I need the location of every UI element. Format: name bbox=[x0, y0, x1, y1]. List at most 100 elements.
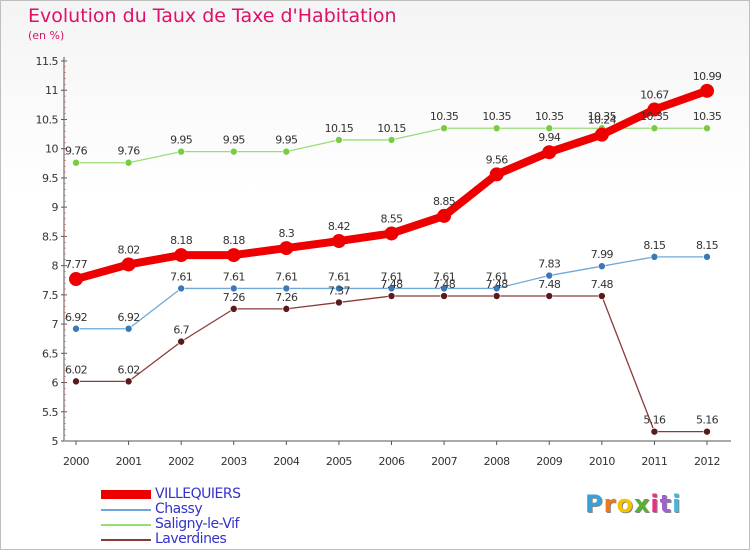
data-point-chassy bbox=[440, 284, 448, 293]
data-label-laverdines: 7.48 bbox=[538, 278, 561, 291]
x-tick-label: 2007 bbox=[431, 455, 457, 468]
data-label-chassy: 6.92 bbox=[65, 311, 87, 324]
data-point-villequiers bbox=[489, 167, 504, 182]
data-label-saligny-le-vif: 9.95 bbox=[275, 134, 298, 147]
data-label-villequiers: 9.94 bbox=[538, 131, 561, 144]
data-point-chassy bbox=[598, 262, 606, 271]
y-tick-label: 8.5 bbox=[42, 230, 58, 243]
data-label-saligny-le-vif: 10.35 bbox=[430, 110, 459, 123]
logo-letter: t bbox=[659, 490, 673, 518]
data-label-chassy: 7.61 bbox=[275, 270, 297, 283]
x-tick-label: 2000 bbox=[63, 455, 89, 468]
data-label-laverdines: 7.48 bbox=[591, 278, 614, 291]
data-label-saligny-le-vif: 10.15 bbox=[377, 122, 406, 135]
data-point-laverdines bbox=[492, 292, 501, 300]
data-point-saligny-le-vif bbox=[124, 158, 133, 167]
data-point-villequiers bbox=[647, 102, 662, 117]
data-point-laverdines bbox=[598, 292, 606, 300]
data-label-villequiers: 8.18 bbox=[223, 234, 246, 247]
data-label-villequiers: 8.18 bbox=[170, 234, 193, 247]
data-point-villequiers bbox=[121, 257, 136, 272]
legend-item: Chassy bbox=[101, 502, 361, 517]
data-point-villequiers bbox=[226, 248, 241, 263]
x-tick-label: 2010 bbox=[589, 455, 615, 468]
data-label-chassy: 7.83 bbox=[538, 258, 561, 271]
data-label-chassy: 7.61 bbox=[328, 270, 350, 283]
data-label-chassy: 7.61 bbox=[380, 270, 402, 283]
data-label-villequiers: 8.55 bbox=[380, 212, 403, 225]
x-tick-label: 2002 bbox=[168, 455, 194, 468]
y-tick-label: 6 bbox=[52, 377, 59, 390]
data-point-chassy bbox=[387, 284, 396, 293]
data-label-villequiers: 8.42 bbox=[328, 220, 350, 233]
data-point-villequiers bbox=[69, 272, 83, 287]
data-point-laverdines bbox=[177, 337, 185, 346]
data-point-chassy bbox=[229, 284, 238, 293]
data-label-villequiers: 10.24 bbox=[588, 114, 617, 127]
data-label-saligny-le-vif: 10.35 bbox=[535, 110, 564, 123]
data-point-saligny-le-vif bbox=[177, 147, 185, 156]
data-label-chassy: 7.61 bbox=[170, 270, 192, 283]
data-label-villequiers: 9.56 bbox=[486, 153, 509, 166]
y-tick-label: 10.5 bbox=[36, 113, 59, 126]
data-label-laverdines: 7.48 bbox=[380, 278, 403, 291]
data-point-villequiers bbox=[437, 208, 452, 223]
data-label-laverdines: 6.02 bbox=[118, 363, 140, 376]
logo-letter: i bbox=[672, 490, 682, 518]
legend-item: VILLEQUIERS bbox=[101, 487, 361, 502]
data-label-villequiers: 7.77 bbox=[65, 258, 88, 271]
data-point-saligny-le-vif bbox=[545, 124, 554, 133]
data-point-villequiers bbox=[594, 127, 609, 142]
data-point-laverdines bbox=[387, 292, 396, 300]
data-label-chassy: 7.61 bbox=[486, 270, 508, 283]
legend-label: VILLEQUIERS bbox=[155, 486, 241, 502]
legend-label: Laverdines bbox=[155, 531, 227, 547]
data-point-laverdines bbox=[72, 377, 80, 386]
data-point-villequiers bbox=[174, 248, 189, 263]
data-label-laverdines: 6.7 bbox=[173, 324, 189, 337]
data-point-saligny-le-vif bbox=[229, 147, 238, 156]
data-point-chassy bbox=[335, 284, 343, 293]
legend-item: Saligny-le-Vif bbox=[101, 517, 361, 532]
data-label-saligny-le-vif: 10.35 bbox=[693, 110, 722, 123]
y-tick-label: 5 bbox=[52, 435, 59, 448]
x-tick-label: 2006 bbox=[379, 455, 405, 468]
data-label-villequiers: 10.67 bbox=[640, 89, 669, 102]
x-tick-label: 2012 bbox=[694, 455, 720, 468]
data-label-laverdines: 5.16 bbox=[696, 414, 719, 427]
data-point-laverdines bbox=[124, 377, 133, 386]
legend-swatch bbox=[101, 524, 151, 526]
data-label-laverdines: 5.16 bbox=[643, 414, 666, 427]
data-point-laverdines bbox=[703, 427, 711, 436]
y-tick-label: 7 bbox=[52, 318, 59, 331]
data-point-chassy bbox=[177, 284, 185, 293]
legend-swatch bbox=[101, 509, 151, 511]
series-lines bbox=[69, 83, 714, 436]
data-point-saligny-le-vif bbox=[492, 124, 501, 133]
data-label-laverdines: 7.37 bbox=[328, 284, 351, 297]
data-point-laverdines bbox=[229, 305, 238, 313]
data-point-saligny-le-vif bbox=[282, 147, 291, 156]
data-point-saligny-le-vif bbox=[72, 158, 80, 167]
data-point-laverdines bbox=[650, 427, 659, 436]
axes: 5 5.5 6 6.5 7 7.5 8 8.5 9 9.5 10 10.5 11 11.5 2000 2001… bbox=[36, 55, 731, 468]
data-label-saligny-le-vif: 9.76 bbox=[118, 145, 141, 158]
chart-unit: (en %) bbox=[28, 29, 65, 42]
data-point-chassy bbox=[72, 324, 80, 333]
data-label-chassy: 7.99 bbox=[591, 248, 614, 261]
data-point-villequiers bbox=[331, 234, 346, 249]
data-label-laverdines: 7.48 bbox=[486, 278, 509, 291]
logo-letter: x bbox=[633, 490, 651, 518]
data-label-villequiers: 8.02 bbox=[118, 243, 140, 256]
x-tick-label: 2003 bbox=[221, 455, 247, 468]
y-tick-label: 11.5 bbox=[36, 55, 59, 68]
data-point-laverdines bbox=[545, 292, 554, 300]
y-tick-label: 8 bbox=[52, 260, 59, 273]
data-label-saligny-le-vif: 9.76 bbox=[65, 145, 88, 158]
series-line-laverdines bbox=[76, 295, 707, 433]
data-point-villequiers bbox=[384, 226, 399, 241]
data-labels: 9.76 9.76 9.95 9.95 9.95 10.15 10.15 10.35 10.35… bbox=[65, 70, 722, 427]
legend-swatch bbox=[101, 539, 151, 541]
